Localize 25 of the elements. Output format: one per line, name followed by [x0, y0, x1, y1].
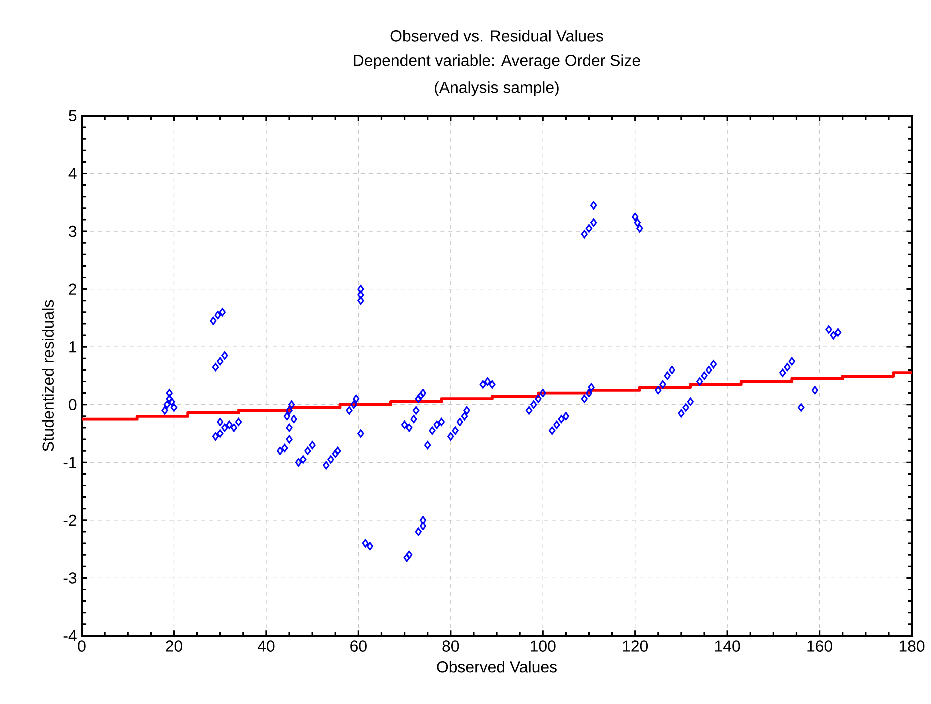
y-tick-label: -2 [64, 514, 77, 526]
y-tick-label: 2 [69, 284, 77, 295]
y-tick-label: 1 [70, 342, 77, 353]
y-tick-label: -3 [64, 572, 77, 584]
x-tick-label: 80 [442, 640, 460, 652]
y-tick-label: 5 [69, 110, 77, 122]
x-tick-label: 100 [531, 640, 556, 652]
y-tick-label: -1 [64, 457, 77, 468]
y-axis-title: Studentized residuals [42, 300, 54, 452]
x-axis-title: Observed Values [437, 661, 557, 673]
x-tick-label: 20 [166, 640, 182, 652]
x-tick-label: 160 [808, 640, 832, 652]
y-tick-label: 4 [68, 168, 77, 180]
x-tick-label: 180 [900, 640, 925, 652]
x-tick-label: 120 [623, 640, 648, 652]
text: (Analysis sample) [435, 82, 559, 96]
y-tick-label: 3 [69, 226, 77, 238]
x-tick-label: 60 [350, 640, 367, 652]
y-tick-label: 0 [69, 399, 77, 411]
x-tick-label: 0 [78, 640, 86, 652]
chart-title: Observed vs. Residual Values [390, 30, 604, 42]
chart-subtitle: Dependent variable: Average Order Size [354, 54, 640, 70]
x-tick-label: 140 [715, 640, 740, 652]
y-tick-label: -4 [64, 630, 77, 642]
x-tick-label: 40 [258, 640, 275, 652]
